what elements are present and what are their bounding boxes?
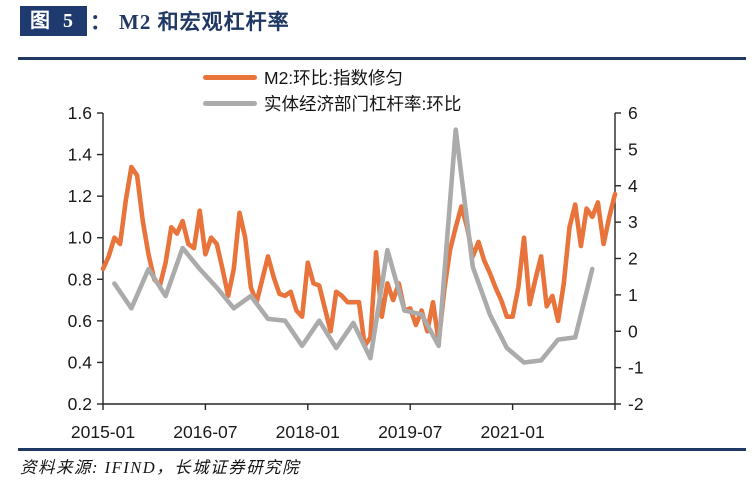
legend-label-1: 实体经济部门杠杆率:环比 (264, 93, 462, 114)
left-axis-tick-label: 0.8 (68, 269, 92, 289)
header-divider-line (18, 57, 746, 60)
legend-item-0: M2:环比:指数修匀 (203, 64, 461, 90)
x-axis-tick-label: 2016-07 (173, 422, 237, 442)
figure-title: M2 和宏观杠杆率 (119, 10, 290, 34)
right-axis-tick-label: 6 (628, 103, 638, 123)
right-axis-tick-label: -1 (628, 358, 644, 378)
footer-divider-line (18, 448, 746, 451)
legend-label-0: M2:环比:指数修匀 (264, 67, 404, 88)
right-axis-tick-label: 5 (628, 139, 638, 159)
left-axis-tick-label: 1.2 (68, 186, 92, 206)
left-axis-tick-label: 0.2 (68, 394, 92, 414)
legend-swatch-1 (203, 100, 257, 106)
legend-item-1: 实体经济部门杠杆率:环比 (203, 90, 461, 116)
figure-title-colon: ： (90, 10, 111, 34)
right-axis-tick-label: 4 (628, 176, 638, 196)
x-axis-tick-label: 2021-01 (480, 422, 544, 442)
figure-number-badge: 图 5 (20, 6, 87, 36)
x-axis-tick-label: 2015-01 (71, 422, 135, 442)
series-line-0 (100, 164, 618, 349)
figure-header: 图 5 ： M2 和宏观杠杆率 (20, 6, 290, 36)
x-axis-tick-label: 2018-01 (276, 422, 340, 442)
legend-swatch-0 (203, 74, 257, 80)
chart-legend: M2:环比:指数修匀实体经济部门杠杆率:环比 (203, 64, 461, 116)
right-axis-tick-label: -2 (628, 394, 644, 414)
series-line-1 (112, 127, 595, 365)
right-axis-tick-label: 2 (628, 249, 638, 269)
left-axis-tick-label: 1.0 (68, 228, 93, 248)
right-axis-tick-label: 1 (628, 285, 638, 305)
source-note: 资料来源: IFIND，长城证券研究院 (20, 458, 301, 477)
left-axis-tick-label: 1.6 (68, 103, 92, 123)
left-axis-tick-label: 0.6 (68, 311, 92, 331)
right-axis-tick-label: 3 (628, 212, 638, 232)
left-axis-tick-label: 0.4 (68, 352, 93, 372)
x-axis-tick-label: 2019-07 (378, 422, 442, 442)
left-axis-tick-label: 1.4 (68, 145, 93, 165)
right-axis-tick-label: 0 (628, 321, 638, 341)
